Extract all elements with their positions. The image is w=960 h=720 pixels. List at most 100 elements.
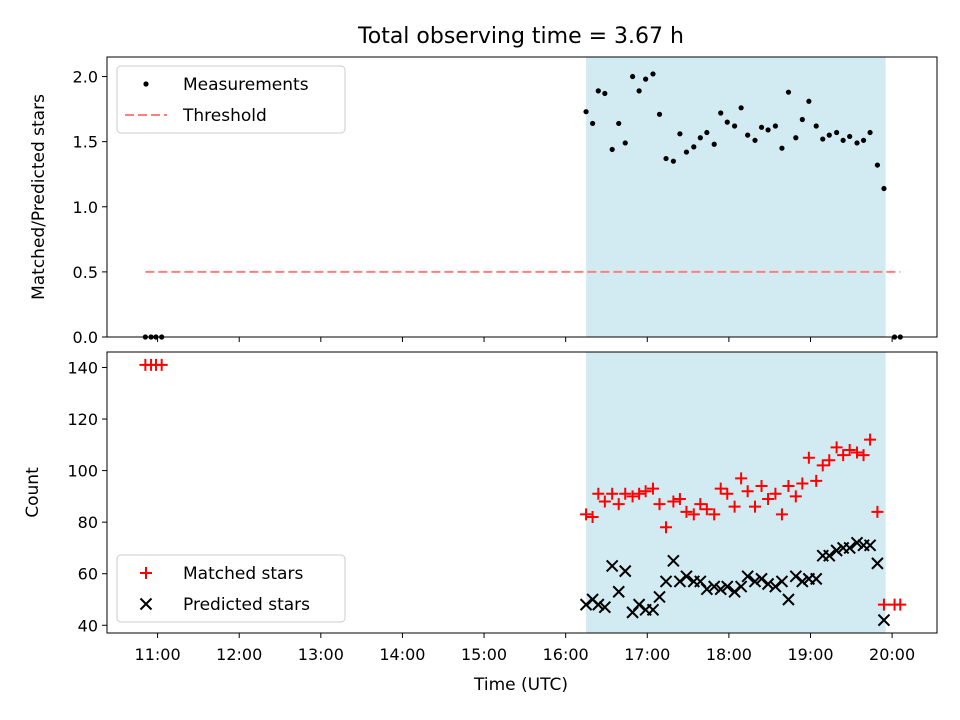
measurement-point <box>867 129 873 136</box>
axes-frame <box>106 56 938 338</box>
measurement-point <box>732 123 738 129</box>
matched-star-marker <box>612 498 625 511</box>
legend-label: Matched stars <box>183 564 303 584</box>
matched-star-marker <box>680 505 693 518</box>
predicted-star-marker <box>619 564 632 578</box>
matched-star-marker <box>802 451 815 464</box>
x-tick-label: 11:00 <box>135 645 181 664</box>
predicted-star-marker <box>714 582 727 596</box>
matched-star-marker <box>837 449 850 462</box>
matched-star-marker <box>741 485 754 498</box>
matched-star-marker <box>796 477 809 490</box>
measurement-point <box>683 149 690 155</box>
measurement-point <box>772 123 779 129</box>
measurement-point <box>897 334 903 340</box>
measurement-point <box>891 334 898 340</box>
predicted-star-marker <box>871 557 884 570</box>
matched-star-marker <box>646 482 659 495</box>
matched-star-marker <box>857 449 870 462</box>
y-tick-label: 0.5 <box>73 263 98 282</box>
matched-star-marker <box>586 510 599 523</box>
measurement-point <box>602 90 608 97</box>
predicted-star-marker <box>796 575 809 588</box>
measurement-point <box>765 127 771 133</box>
y-axis-label: Matched/Predicted stars <box>29 94 49 300</box>
legend-x-icon <box>139 597 153 611</box>
matched-star-marker <box>708 508 721 521</box>
predicted-star-marker <box>659 575 673 588</box>
predicted-star-marker <box>646 603 660 617</box>
matched-star-marker <box>673 492 686 505</box>
measurement-point <box>793 135 799 141</box>
y-axis-label: Count <box>23 467 43 518</box>
y-tick-label: 1.5 <box>73 133 98 152</box>
x-tick-label: 13:00 <box>298 645 344 664</box>
measurement-point <box>840 137 846 143</box>
predicted-star-marker <box>761 577 775 591</box>
matched-star-marker <box>749 500 762 513</box>
x-tick-label: 19:00 <box>787 645 833 664</box>
measurement-point <box>779 145 785 151</box>
measurement-point <box>663 155 669 162</box>
x-tick-label: 17:00 <box>624 645 670 664</box>
x-tick-label: 15:00 <box>461 645 507 664</box>
matched-star-marker <box>864 433 877 446</box>
measurement-point <box>834 129 840 136</box>
x-axis-label: Time (UTC) <box>473 675 568 695</box>
ratio-panel: 0.0 0.5 1.0 1.5 2.0 Matched/Predicted stars Me… <box>29 56 938 347</box>
matched-star-marker <box>789 490 802 503</box>
legend-label: Threshold <box>182 106 267 126</box>
measurement-point <box>159 334 165 340</box>
y-tick-label: 60 <box>78 565 98 584</box>
predicted-star-marker <box>775 575 789 588</box>
legend-plus-icon <box>140 567 152 579</box>
measurement-point <box>745 132 751 138</box>
predicted-star-marker <box>877 613 891 627</box>
measurement-point <box>752 137 758 143</box>
y-tick-label: 140 <box>67 358 98 377</box>
measurement-point <box>636 88 642 94</box>
matched-star-marker <box>769 487 782 500</box>
measurement-point <box>691 144 697 150</box>
legend-label: Predicted stars <box>183 595 310 615</box>
measurement-point <box>697 135 703 141</box>
matched-star-marker <box>877 598 890 611</box>
matched-star-marker <box>894 598 907 611</box>
measurement-point <box>881 185 887 192</box>
predicted-star-marker <box>782 593 795 606</box>
measurement-point <box>650 71 656 77</box>
measurement-point <box>616 120 622 127</box>
measurement-point <box>724 119 730 125</box>
matched-star-marker <box>830 441 843 454</box>
predicted-star-marker <box>612 585 625 598</box>
matched-star-marker <box>592 487 605 500</box>
measurement-point <box>820 136 826 142</box>
measurement-point <box>806 98 812 104</box>
legend-label: Measurements <box>183 75 309 95</box>
matched-star-marker <box>721 487 734 500</box>
observing-window-band <box>586 352 886 633</box>
y-tick-label: 40 <box>78 616 98 635</box>
predicted-star-marker <box>598 601 612 614</box>
y-tick-label: 2.0 <box>73 68 98 87</box>
measurement-point <box>583 109 589 115</box>
matched-star-marker <box>639 485 652 498</box>
measurement-point <box>799 116 805 123</box>
matched-star-marker <box>714 482 727 495</box>
measurement-point <box>643 76 649 82</box>
predicted-star-marker <box>700 582 714 596</box>
matched-star-marker <box>619 487 632 500</box>
legend-dot-icon <box>143 81 149 87</box>
measurement-point <box>622 140 628 146</box>
predicted-star-marker <box>721 580 734 593</box>
matched-star-marker <box>687 508 700 521</box>
matched-star-marker <box>694 498 707 511</box>
measurement-point <box>758 124 765 130</box>
matched-star-marker <box>633 487 646 500</box>
measurement-point <box>589 120 596 127</box>
x-tick-label: 12:00 <box>216 645 262 664</box>
predicted-star-marker <box>850 536 864 549</box>
matched-star-marker <box>816 459 829 472</box>
y-tick-label: 0.0 <box>73 328 98 347</box>
predicted-star-marker <box>748 575 762 588</box>
